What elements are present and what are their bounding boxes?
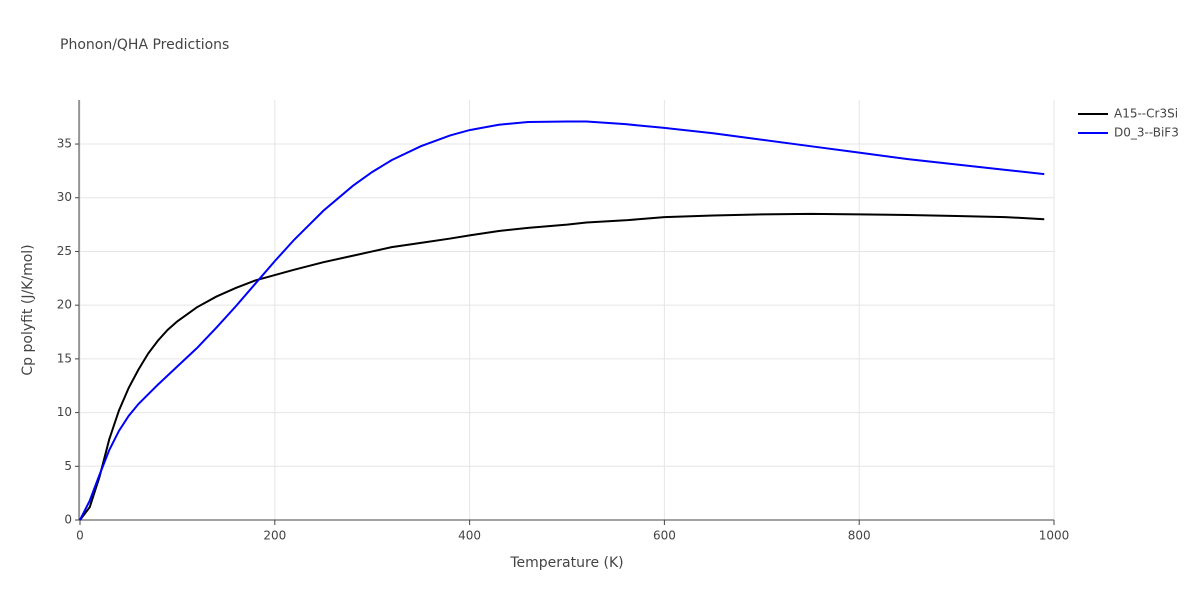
line-series — [79, 120, 1045, 521]
x-tick-label: 1000 — [1039, 529, 1070, 543]
chart-title: Phonon/QHA Predictions — [60, 37, 229, 53]
y-tick-label: 0 — [64, 513, 72, 527]
y-tick-label: 10 — [57, 405, 72, 419]
x-tick-label: 800 — [848, 529, 871, 543]
y-tick-label: 25 — [57, 244, 72, 258]
y-tick-label: 35 — [57, 137, 72, 151]
y-axis-title: Cp polyfit (J/K/mol) — [20, 244, 36, 375]
x-axis-title: Temperature (K) — [509, 555, 623, 571]
x-tick-label: 600 — [653, 529, 676, 543]
y-tick-label: 15 — [57, 351, 72, 365]
y-tick-label: 20 — [57, 298, 72, 312]
y-tick-label: 30 — [57, 190, 72, 204]
x-tick-label: 400 — [458, 529, 481, 543]
x-tick-label: 0 — [76, 529, 84, 543]
line-series — [79, 212, 1045, 521]
legend-label: A15--Cr3Si — [1114, 107, 1178, 121]
y-tick-label: 5 — [64, 459, 72, 473]
legend-label: D0_3--BiF3 — [1114, 126, 1179, 140]
x-tick-label: 200 — [263, 529, 286, 543]
